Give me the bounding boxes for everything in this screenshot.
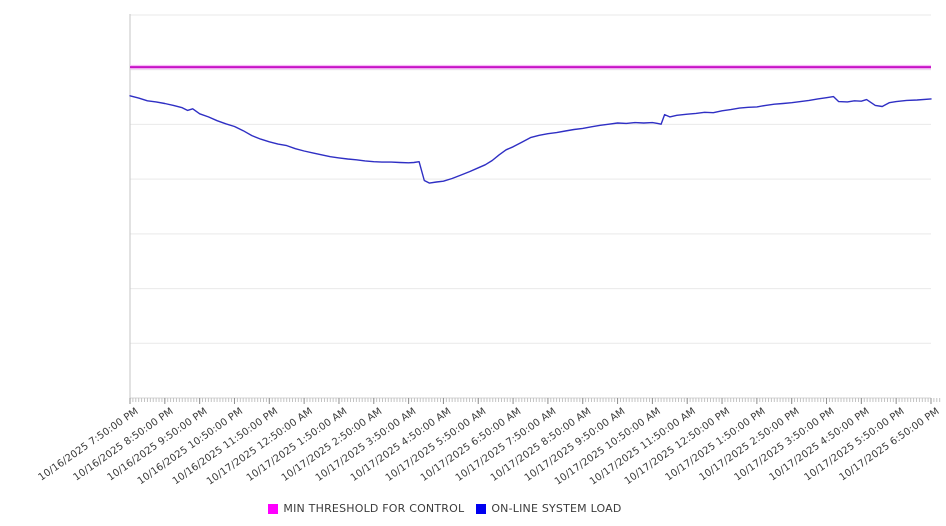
min-threshold-swatch-icon: [268, 503, 279, 514]
x-axis-major-ticks: [129, 398, 932, 404]
legend-label-min-threshold: MIN THRESHOLD FOR CONTROL: [283, 502, 465, 515]
legend-item-min-threshold[interactable]: MIN THRESHOLD FOR CONTROL: [268, 502, 464, 515]
legend-item-online-system-load[interactable]: ON-LINE SYSTEM LOAD: [476, 502, 621, 515]
online-system-load-swatch-icon: [476, 503, 487, 514]
legend-label-online-system-load: ON-LINE SYSTEM LOAD: [491, 502, 622, 515]
x-axis-minor-ticks: [129, 398, 941, 402]
chart-legend: MIN THRESHOLD FOR CONTROL ON-LINE SYSTEM…: [0, 502, 890, 515]
online-system-load-line: [129, 95, 932, 184]
